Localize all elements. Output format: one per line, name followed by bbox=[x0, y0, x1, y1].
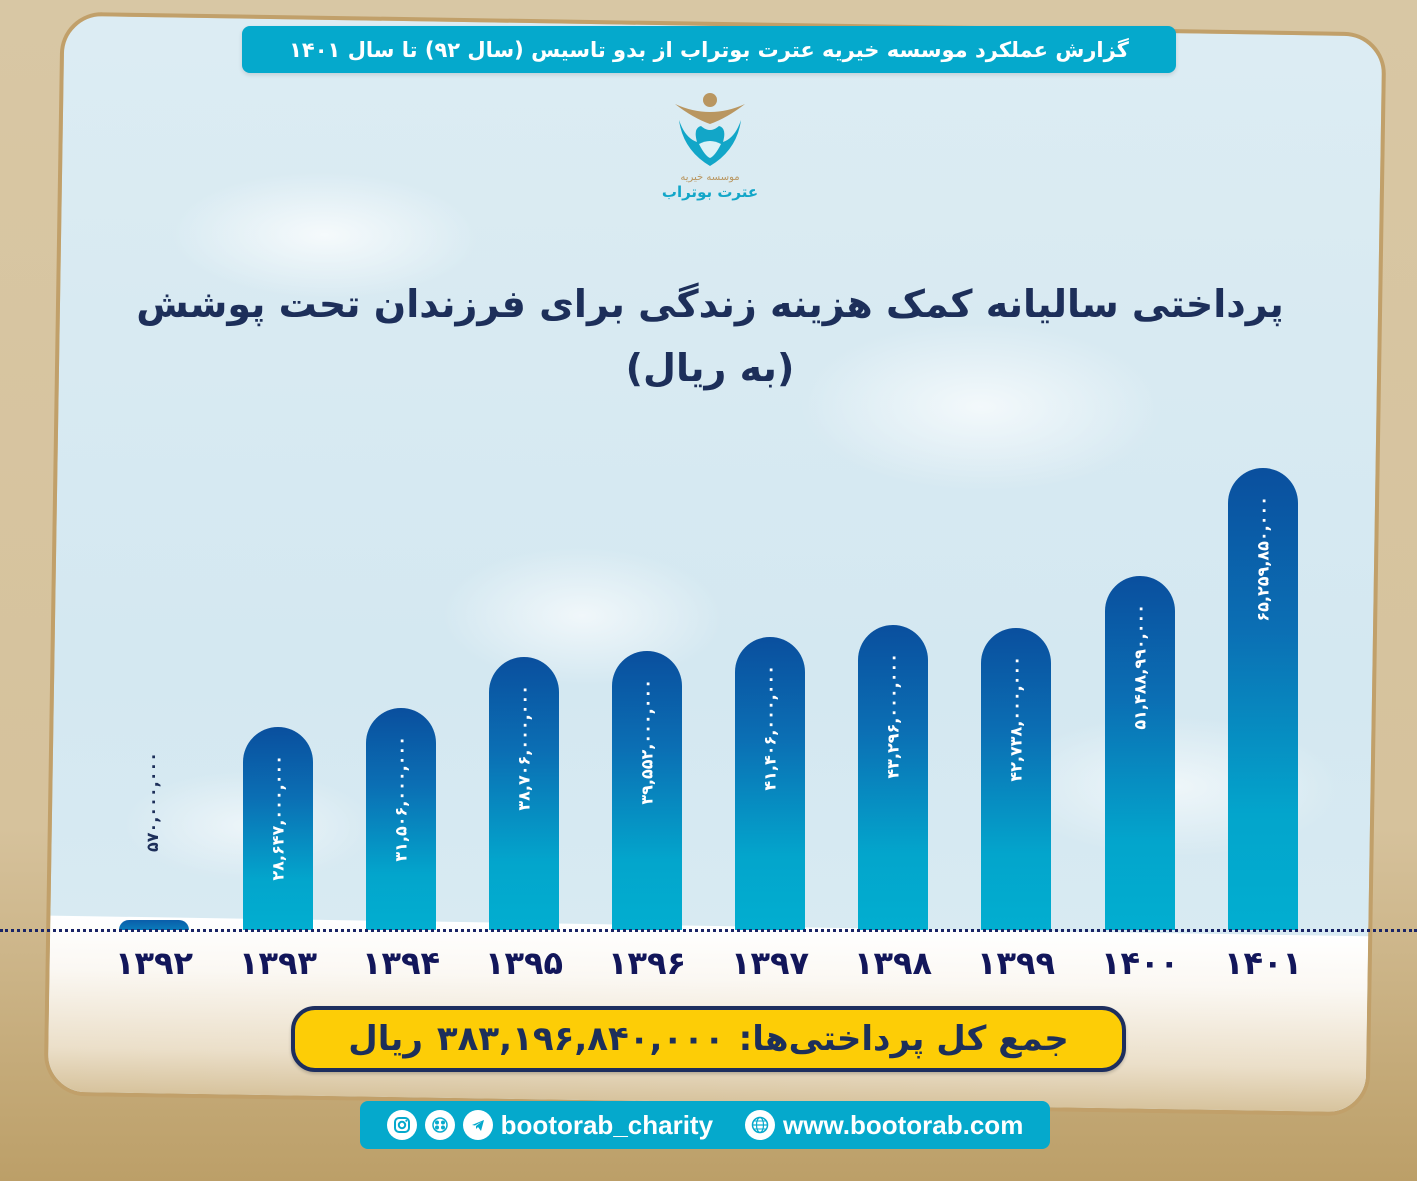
globe-icon bbox=[745, 1110, 776, 1140]
contact-footer: bootorab_charity www.bootorab.com bbox=[360, 1101, 1050, 1149]
total-unit: ریال bbox=[348, 1019, 423, 1059]
bar-value-label: ۳۹,۵۵۲,۰۰۰,۰۰۰ bbox=[637, 679, 657, 805]
bar-value-label: ۲۸,۶۴۷,۰۰۰,۰۰۰ bbox=[268, 755, 288, 881]
bar-1400: ۵۱,۴۸۸,۹۹۰,۰۰۰ bbox=[1105, 576, 1175, 930]
bar-value-label: ۴۳,۲۹۶,۰۰۰,۰۰۰ bbox=[883, 653, 903, 779]
social-handle[interactable]: bootorab_charity bbox=[500, 1109, 714, 1140]
bar-1396: ۳۹,۵۵۲,۰۰۰,۰۰۰ bbox=[612, 651, 682, 930]
website-link[interactable]: www.bootorab.com bbox=[783, 1109, 1024, 1140]
bar-value-label: ۴۲,۷۳۸,۰۰۰,۰۰۰ bbox=[1006, 656, 1026, 782]
charity-logo: موسسه خیریه عترت بوتراب bbox=[660, 90, 760, 215]
year-label-1401: ۱۴۰۱ bbox=[1223, 944, 1303, 982]
bar-1392 bbox=[119, 920, 189, 930]
bar-1395: ۳۸,۷۰۶,۰۰۰,۰۰۰ bbox=[489, 657, 559, 930]
year-label-1393: ۱۳۹۳ bbox=[238, 944, 318, 982]
bar-value-label: ۴۱,۴۰۶,۰۰۰,۰۰۰ bbox=[760, 665, 780, 791]
bar-value-label: ۶۵,۲۵۹,۸۵۰,۰۰۰ bbox=[1253, 496, 1273, 622]
chart-baseline bbox=[0, 929, 1417, 932]
total-label: جمع کل پرداختی‌ها: bbox=[738, 1019, 1069, 1059]
year-label-1398: ۱۳۹۸ bbox=[853, 944, 933, 982]
bar-value-label: ۳۱,۵۰۶,۰۰۰,۰۰۰ bbox=[391, 736, 411, 862]
bar-1399: ۴۲,۷۳۸,۰۰۰,۰۰۰ bbox=[981, 628, 1051, 930]
year-label-1397: ۱۳۹۷ bbox=[730, 944, 810, 982]
total-value: ۳۸۳,۱۹۶,۸۴۰,۰۰۰ bbox=[436, 1019, 725, 1059]
aparat-icon[interactable] bbox=[424, 1110, 455, 1140]
logo-subtitle: موسسه خیریه bbox=[680, 172, 740, 183]
bar-1394: ۳۱,۵۰۶,۰۰۰,۰۰۰ bbox=[366, 708, 436, 930]
bar-value-label: ۳۸,۷۰۶,۰۰۰,۰۰۰ bbox=[514, 685, 534, 811]
bar-1397: ۴۱,۴۰۶,۰۰۰,۰۰۰ bbox=[735, 637, 805, 930]
telegram-icon[interactable] bbox=[462, 1110, 493, 1140]
bar-1401: ۶۵,۲۵۹,۸۵۰,۰۰۰ bbox=[1228, 468, 1298, 930]
total-payments-box: جمع کل پرداختی‌ها: ۳۸۳,۱۹۶,۸۴۰,۰۰۰ ریال bbox=[291, 1006, 1126, 1072]
logo-name: عترت بوتراب bbox=[661, 183, 759, 201]
bar-1393: ۲۸,۶۴۷,۰۰۰,۰۰۰ bbox=[243, 727, 313, 930]
charity-logo-icon bbox=[675, 93, 745, 166]
instagram-icon[interactable] bbox=[386, 1110, 417, 1140]
bar-value-label: ۵۱,۴۸۸,۹۹۰,۰۰۰ bbox=[1130, 604, 1150, 730]
bar-1398: ۴۳,۲۹۶,۰۰۰,۰۰۰ bbox=[858, 625, 928, 930]
year-label-1399: ۱۳۹۹ bbox=[976, 944, 1056, 982]
report-header-bar: گزارش عملکرد موسسه خیریه عترت بوتراب از … bbox=[242, 26, 1176, 73]
year-label-1396: ۱۳۹۶ bbox=[607, 944, 687, 982]
year-label-1392: ۱۳۹۲ bbox=[114, 944, 194, 982]
chart-title: پرداختی سالیانه کمک هزینه زندگی برای فرز… bbox=[136, 282, 1284, 390]
year-label-1395: ۱۳۹۵ bbox=[484, 944, 564, 982]
report-header-title: گزارش عملکرد موسسه خیریه عترت بوتراب از … bbox=[289, 37, 1129, 62]
year-label-1400: ۱۴۰۰ bbox=[1100, 944, 1180, 982]
bar-value-label-1392: ۵۷۰,۰۰۰,۰۰۰ bbox=[143, 752, 162, 853]
year-label-1394: ۱۳۹۴ bbox=[361, 944, 441, 982]
